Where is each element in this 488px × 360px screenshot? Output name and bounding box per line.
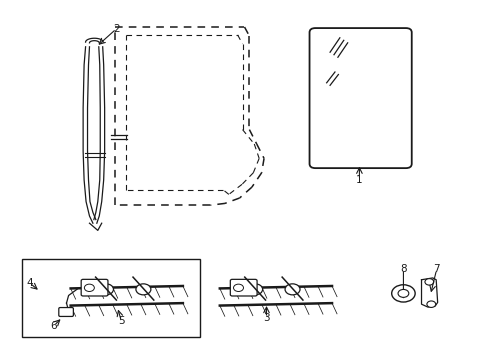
Circle shape	[98, 284, 113, 295]
Circle shape	[285, 284, 300, 295]
Text: 2: 2	[113, 24, 120, 34]
Text: 5: 5	[118, 316, 124, 326]
Text: 7: 7	[432, 264, 439, 274]
Circle shape	[247, 284, 262, 295]
Circle shape	[136, 284, 151, 295]
Bar	[22, 259, 200, 337]
FancyBboxPatch shape	[309, 28, 411, 168]
Circle shape	[84, 284, 94, 292]
Circle shape	[391, 285, 414, 302]
Text: 8: 8	[399, 264, 406, 274]
Text: 1: 1	[355, 175, 362, 185]
FancyBboxPatch shape	[81, 279, 108, 296]
Circle shape	[397, 289, 408, 297]
FancyBboxPatch shape	[230, 279, 257, 296]
Text: 4: 4	[26, 278, 33, 288]
Text: 6: 6	[50, 321, 57, 331]
FancyBboxPatch shape	[59, 307, 73, 316]
Circle shape	[424, 279, 433, 285]
Text: 3: 3	[263, 312, 269, 323]
Circle shape	[233, 284, 243, 292]
Circle shape	[426, 301, 435, 307]
